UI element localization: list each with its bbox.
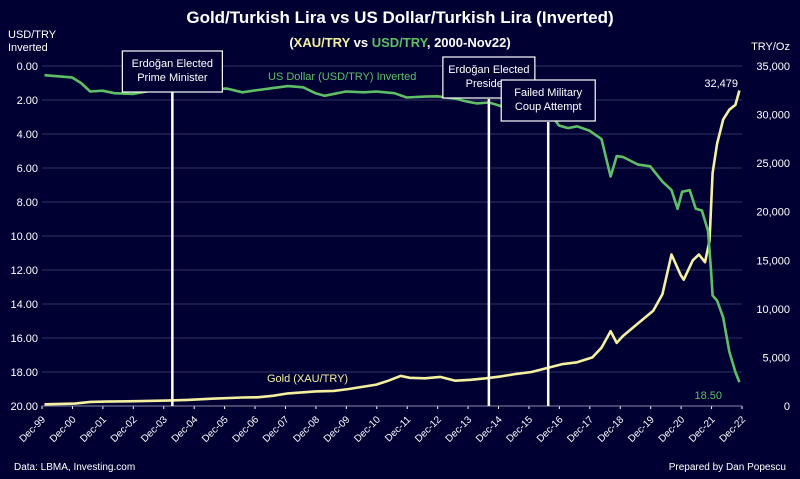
grid-layer	[42, 65, 742, 407]
right-tick-label: 0	[784, 401, 790, 413]
x-tick-label: Dec-19	[626, 414, 657, 445]
left-axis-title-line2: Inverted	[8, 42, 48, 54]
event-label: Coup Attempt	[515, 101, 582, 113]
source-note: Data: LBMA, Investing.com	[14, 462, 135, 473]
right-axis-title: TRY/Oz	[751, 41, 790, 53]
left-tick-label: 16.00	[10, 333, 38, 345]
x-tick-label: Dec-12	[413, 414, 444, 445]
subtitle-open: (	[289, 35, 294, 50]
usd-series-line	[44, 73, 741, 383]
chart-title: Gold/Turkish Lira vs US Dollar/Turkish L…	[186, 8, 613, 27]
left-tick-label: 0.00	[17, 61, 38, 73]
left-tick-label: 12.00	[10, 265, 38, 277]
chart-subtitle: (XAU/TRY vs USD/TRY, 2000-Nov22)	[289, 35, 510, 50]
right-tick-label: 15,000	[756, 255, 790, 267]
series-layer: US Dollar (USD/TRY) Inverted Gold (XAU/TR…	[44, 71, 741, 406]
left-tick-label: 14.00	[10, 299, 38, 311]
event-label: President	[466, 78, 512, 90]
left-tick-label: 20.00	[10, 401, 38, 413]
event-label: Erdoğan Elected	[132, 58, 213, 70]
left-tick-label: 8.00	[17, 197, 38, 209]
right-tick-label: 30,000	[756, 110, 790, 122]
x-tick-label: Dec-04	[170, 414, 201, 445]
left-axis-title-line1: USD/TRY	[8, 29, 57, 41]
x-tick-label: Dec-00	[48, 414, 79, 445]
event-box	[500, 79, 596, 122]
x-tick-label: Dec-99	[18, 414, 49, 445]
end-value-label: 18.50	[694, 390, 722, 402]
x-tick-label: Dec-09	[322, 414, 353, 445]
event-box	[121, 50, 223, 93]
x-tick-label: Dec-08	[291, 414, 322, 445]
x-tick-label: Dec-18	[596, 414, 627, 445]
x-tick-label: Dec-01	[78, 414, 109, 445]
subtitle-vs: vs	[350, 35, 372, 50]
x-tick-label: Dec-15	[504, 414, 535, 445]
right-tick-label: 20,000	[756, 207, 790, 219]
x-tick-label: Dec-03	[139, 414, 170, 445]
subtitle-gold: XAU/TRY	[294, 35, 351, 50]
event-label: Failed Military	[514, 87, 582, 99]
series-label: US Dollar (USD/TRY) Inverted	[268, 71, 416, 83]
x-tick-label: Dec-21	[687, 414, 718, 445]
x-tick-label: Dec-06	[231, 414, 262, 445]
event-label: Erdoğan Elected	[448, 64, 529, 76]
x-tick-label: Dec-20	[657, 414, 688, 445]
x-tick-label: Dec-16	[535, 414, 566, 445]
right-tick-label: 25,000	[756, 158, 790, 170]
x-tick-label: Dec-17	[565, 414, 596, 445]
x-tick-label: Dec-07	[261, 414, 292, 445]
left-tick-label: 18.00	[10, 367, 38, 379]
end-value-label: 32,479	[704, 78, 738, 90]
left-tick-label: 2.00	[17, 95, 38, 107]
x-tick-label: Dec-02	[109, 414, 140, 445]
x-tick-label: Dec-14	[474, 414, 505, 445]
x-tick-label: Dec-13	[444, 414, 475, 445]
x-tick-label: Dec-10	[352, 414, 383, 445]
x-tick-label: Dec-05	[200, 414, 231, 445]
right-tick-label: 35,000	[756, 61, 790, 73]
left-tick-label: 6.00	[17, 163, 38, 175]
left-tick-label: 4.00	[17, 129, 38, 141]
axis-layer: 0.00 2.00 4.00 6.00 8.00 10.00 12.00 14.00 16.00…	[10, 61, 790, 445]
subtitle-usd: USD/TRY	[372, 35, 429, 50]
event-label: Prime Minister	[137, 72, 208, 84]
x-tick-label: Dec-11	[383, 414, 413, 444]
left-tick-label: 10.00	[10, 231, 38, 243]
right-tick-label: 10,000	[756, 304, 790, 316]
series-label: Gold (XAU/TRY)	[267, 373, 348, 385]
left-axis-title: USD/TRY Inverted	[8, 29, 59, 54]
gold-series-line	[44, 90, 741, 406]
subtitle-close: , 2000-Nov22)	[427, 35, 511, 50]
event-layer: Erdoğan Elected Prime Minister Erdoğan Ele…	[121, 50, 596, 406]
x-tick-label: Dec-22	[718, 414, 749, 445]
right-tick-label: 5,000	[762, 352, 790, 364]
credit-note: Prepared by Dan Popescu	[669, 462, 786, 473]
